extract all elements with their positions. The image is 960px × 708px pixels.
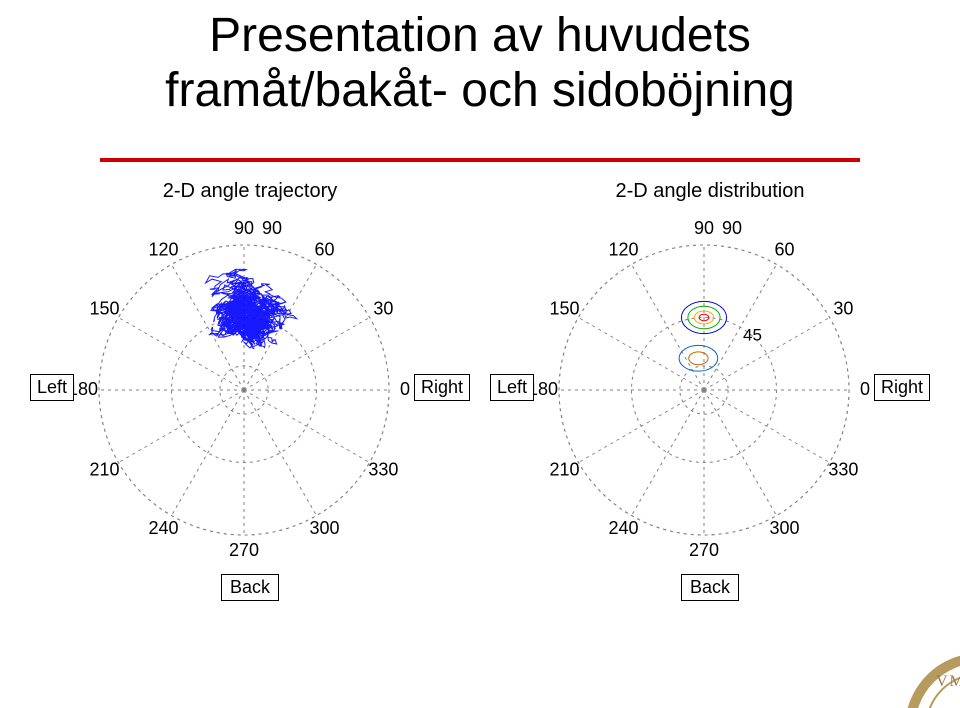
chart-distribution: 2-D angle distribution Left 0 30 60 90 120 15… bbox=[490, 180, 930, 601]
svg-text:120: 120 bbox=[148, 239, 178, 259]
svg-text:180: 180 bbox=[534, 379, 558, 399]
polar-distribution: 0 30 60 90 120 150 180 210 240 270 300 330 90 45 bbox=[534, 205, 874, 570]
svg-text:120: 120 bbox=[608, 239, 638, 259]
left-label-box-2: Left bbox=[490, 374, 534, 401]
right-label-box-2: Right bbox=[874, 374, 930, 401]
svg-text:270: 270 bbox=[229, 540, 259, 560]
svg-text:240: 240 bbox=[608, 518, 638, 538]
polar-trajectory: 0 30 60 90 120 150 180 210 240 270 300 330 90 bbox=[74, 205, 414, 570]
right-label-box: Right bbox=[414, 374, 470, 401]
svg-text:90: 90 bbox=[694, 218, 714, 238]
svg-text:330: 330 bbox=[368, 459, 398, 479]
svg-text:60: 60 bbox=[314, 239, 334, 259]
title-line-2: framåt/bakåt- och sidoböjning bbox=[165, 64, 795, 117]
svg-text:0: 0 bbox=[860, 379, 870, 399]
university-seal-icon: VM · C bbox=[870, 618, 960, 708]
charts-row: 2-D angle trajectory Left 0 30 60 90 120 150 1… bbox=[20, 180, 940, 601]
svg-text:90: 90 bbox=[262, 218, 282, 238]
svg-text:270: 270 bbox=[689, 540, 719, 560]
svg-text:210: 210 bbox=[90, 459, 120, 479]
chart-trajectory: 2-D angle trajectory Left 0 30 60 90 120 150 1… bbox=[30, 180, 470, 601]
chart-trajectory-title: 2-D angle trajectory bbox=[163, 180, 338, 203]
svg-text:300: 300 bbox=[309, 518, 339, 538]
left-label-box: Left bbox=[30, 374, 74, 401]
back-label-box-2: Back bbox=[681, 574, 739, 601]
svg-text:90: 90 bbox=[234, 218, 254, 238]
divider-line bbox=[100, 158, 860, 162]
slide-title: Presentation av huvudets framåt/bakåt- o… bbox=[0, 8, 960, 118]
svg-text:210: 210 bbox=[550, 459, 580, 479]
svg-text:330: 330 bbox=[828, 459, 858, 479]
back-label-box: Back bbox=[221, 574, 279, 601]
svg-text:180: 180 bbox=[74, 379, 98, 399]
svg-text:45: 45 bbox=[743, 326, 762, 345]
svg-text:300: 300 bbox=[769, 518, 799, 538]
svg-text:240: 240 bbox=[148, 518, 178, 538]
svg-text:30: 30 bbox=[373, 298, 393, 318]
svg-text:60: 60 bbox=[774, 239, 794, 259]
svg-text:30: 30 bbox=[833, 298, 853, 318]
svg-text:150: 150 bbox=[90, 298, 120, 318]
title-line-1: Presentation av huvudets bbox=[209, 9, 751, 62]
chart-distribution-title: 2-D angle distribution bbox=[616, 180, 805, 203]
svg-text:90: 90 bbox=[722, 218, 742, 238]
svg-text:150: 150 bbox=[550, 298, 580, 318]
svg-text:0: 0 bbox=[400, 379, 410, 399]
svg-text:VM · C: VM · C bbox=[936, 673, 960, 690]
